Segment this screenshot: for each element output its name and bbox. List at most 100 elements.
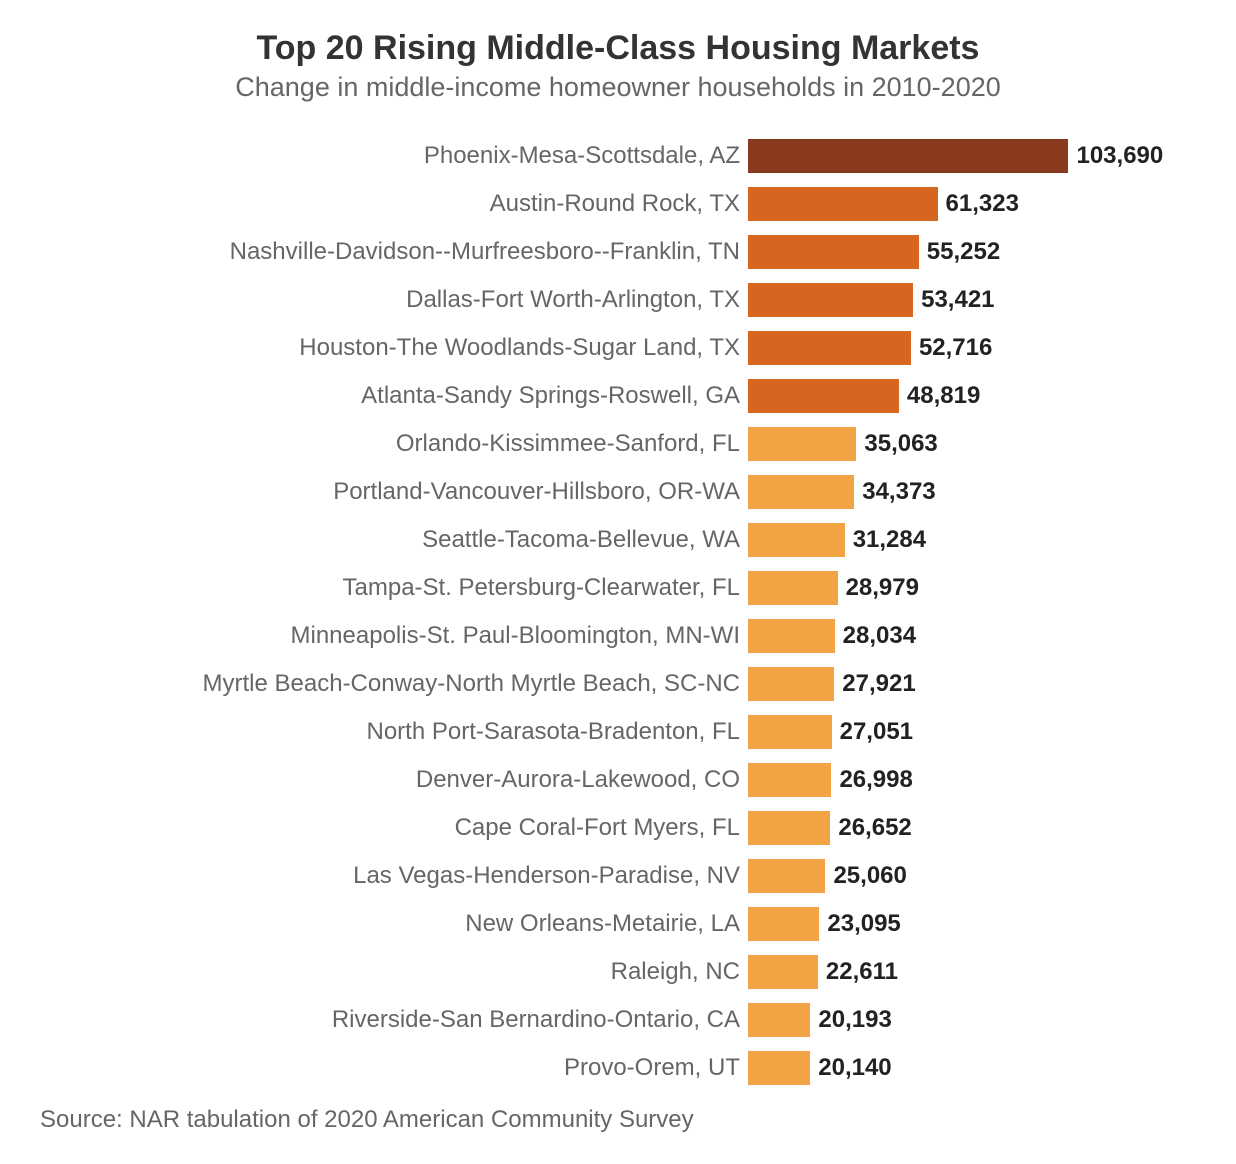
bar	[748, 859, 825, 893]
bar-row: Provo-Orem, UT 20,140	[40, 1044, 1196, 1092]
bar	[748, 523, 845, 557]
chart-title: Top 20 Rising Middle-Class Housing Marke…	[40, 30, 1196, 67]
bar	[748, 1051, 810, 1085]
bar-value: 34,373	[854, 478, 935, 506]
bar-row: Atlanta-Sandy Springs-Roswell, GA 48,819	[40, 372, 1196, 420]
bar-cell: 28,034	[748, 619, 916, 653]
bar-label: Seattle-Tacoma-Bellevue, WA	[40, 526, 748, 554]
bar-label: Denver-Aurora-Lakewood, CO	[40, 766, 748, 794]
bar-value: 25,060	[825, 862, 906, 890]
bar	[748, 571, 838, 605]
bar-cell: 52,716	[748, 331, 992, 365]
bar	[748, 955, 818, 989]
bar-value: 26,998	[831, 766, 912, 794]
bar	[748, 139, 1068, 173]
bar	[748, 1003, 810, 1037]
bar-cell: 25,060	[748, 859, 907, 893]
bar-row: Phoenix-Mesa-Scottsdale, AZ 103,690	[40, 132, 1196, 180]
bar-label: New Orleans-Metairie, LA	[40, 910, 748, 938]
bar-cell: 23,095	[748, 907, 901, 941]
bar	[748, 331, 911, 365]
bar-value: 27,051	[832, 718, 913, 746]
bar-cell: 31,284	[748, 523, 926, 557]
bar	[748, 283, 913, 317]
bar-row: Denver-Aurora-Lakewood, CO 26,998	[40, 756, 1196, 804]
bar-cell: 26,998	[748, 763, 913, 797]
bar-label: Phoenix-Mesa-Scottsdale, AZ	[40, 142, 748, 170]
bar-row: Myrtle Beach-Conway-North Myrtle Beach, …	[40, 660, 1196, 708]
bar-cell: 27,921	[748, 667, 916, 701]
bar-value: 52,716	[911, 334, 992, 362]
bar	[748, 667, 834, 701]
chart-container: Top 20 Rising Middle-Class Housing Marke…	[0, 0, 1236, 1164]
bar-row: Riverside-San Bernardino-Ontario, CA 20,1…	[40, 996, 1196, 1044]
bar-label: Houston-The Woodlands-Sugar Land, TX	[40, 334, 748, 362]
bar-cell: 27,051	[748, 715, 913, 749]
bar-row: Tampa-St. Petersburg-Clearwater, FL 28,97…	[40, 564, 1196, 612]
bar-row: Minneapolis-St. Paul-Bloomington, MN-WI 2…	[40, 612, 1196, 660]
bar-row: Houston-The Woodlands-Sugar Land, TX 52,7…	[40, 324, 1196, 372]
bar-value: 48,819	[899, 382, 980, 410]
chart-source: Source: NAR tabulation of 2020 American …	[40, 1106, 694, 1134]
bar-value: 28,979	[838, 574, 919, 602]
bar-label: Cape Coral-Fort Myers, FL	[40, 814, 748, 842]
bar-cell: 61,323	[748, 187, 1019, 221]
bar-cell: 20,193	[748, 1003, 892, 1037]
bar-value: 61,323	[938, 190, 1019, 218]
bar-label: Orlando-Kissimmee-Sanford, FL	[40, 430, 748, 458]
bar-cell: 53,421	[748, 283, 995, 317]
bar-label: Portland-Vancouver-Hillsboro, OR-WA	[40, 478, 748, 506]
bar-label: Atlanta-Sandy Springs-Roswell, GA	[40, 382, 748, 410]
bar	[748, 187, 938, 221]
bar	[748, 427, 856, 461]
bar	[748, 379, 899, 413]
bar-label: Riverside-San Bernardino-Ontario, CA	[40, 1006, 748, 1034]
bar-row: New Orleans-Metairie, LA 23,095	[40, 900, 1196, 948]
bar	[748, 235, 919, 269]
bar-value: 35,063	[856, 430, 937, 458]
bar-value: 53,421	[913, 286, 994, 314]
bar-label: Tampa-St. Petersburg-Clearwater, FL	[40, 574, 748, 602]
bar-row: Dallas-Fort Worth-Arlington, TX 53,421	[40, 276, 1196, 324]
bar-value: 20,193	[810, 1006, 891, 1034]
bar-cell: 48,819	[748, 379, 980, 413]
bar-value: 55,252	[919, 238, 1000, 266]
bar-row: Seattle-Tacoma-Bellevue, WA 31,284	[40, 516, 1196, 564]
bar-cell: 26,652	[748, 811, 912, 845]
bar-cell: 35,063	[748, 427, 938, 461]
bar-label: Provo-Orem, UT	[40, 1054, 748, 1082]
bar-value: 103,690	[1068, 142, 1163, 170]
bar-label: Dallas-Fort Worth-Arlington, TX	[40, 286, 748, 314]
bar-cell: 34,373	[748, 475, 936, 509]
bar-row: Austin-Round Rock, TX 61,323	[40, 180, 1196, 228]
bar-cell: 55,252	[748, 235, 1000, 269]
bar-label: Raleigh, NC	[40, 958, 748, 986]
bar-value: 23,095	[819, 910, 900, 938]
bar	[748, 619, 835, 653]
bar-row: North Port-Sarasota-Bradenton, FL 27,051	[40, 708, 1196, 756]
bar-value: 31,284	[845, 526, 926, 554]
bar-cell: 103,690	[748, 139, 1163, 173]
bar-cell: 28,979	[748, 571, 919, 605]
bar	[748, 811, 830, 845]
bar-label: North Port-Sarasota-Bradenton, FL	[40, 718, 748, 746]
bar-row: Portland-Vancouver-Hillsboro, OR-WA 34,37…	[40, 468, 1196, 516]
bar-label: Minneapolis-St. Paul-Bloomington, MN-WI	[40, 622, 748, 650]
bar-value: 20,140	[810, 1054, 891, 1082]
bar-label: Myrtle Beach-Conway-North Myrtle Beach, …	[40, 670, 748, 698]
bar-row: Cape Coral-Fort Myers, FL 26,652	[40, 804, 1196, 852]
bar	[748, 715, 832, 749]
bar-label: Austin-Round Rock, TX	[40, 190, 748, 218]
bar-list: Phoenix-Mesa-Scottsdale, AZ 103,690 Austin…	[40, 132, 1196, 1092]
bar-row: Nashville-Davidson--Murfreesboro--Frankl…	[40, 228, 1196, 276]
bar	[748, 907, 819, 941]
bar-value: 26,652	[830, 814, 911, 842]
bar	[748, 763, 831, 797]
bar-cell: 22,611	[748, 955, 898, 989]
bar-value: 27,921	[834, 670, 915, 698]
bar-value: 28,034	[835, 622, 916, 650]
bar-row: Las Vegas-Henderson-Paradise, NV25,060	[40, 852, 1196, 900]
bar	[748, 475, 854, 509]
bar-label: Nashville-Davidson--Murfreesboro--Frankl…	[40, 238, 748, 266]
bar-value: 22,611	[818, 958, 898, 986]
